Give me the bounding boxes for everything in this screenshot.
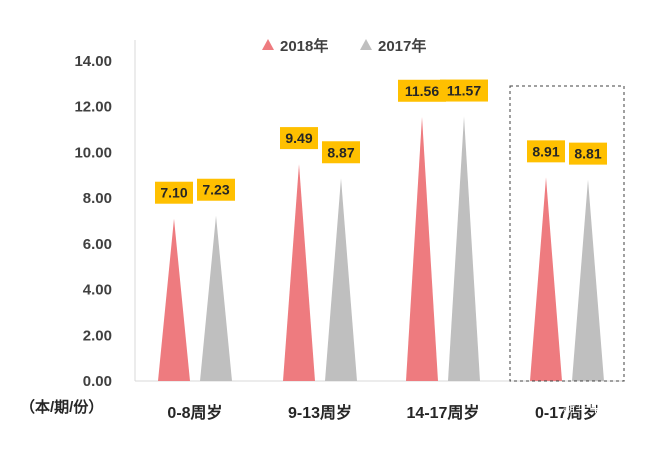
data-label-background [280, 127, 318, 150]
data-label: 8.81 [574, 146, 601, 162]
bar-triangle [448, 116, 480, 382]
data-label-background [440, 79, 488, 102]
y-tick-label: 14.00 [74, 53, 112, 70]
bar-triangle [200, 215, 232, 381]
y-tick-label: 6.00 [83, 236, 112, 253]
y-tick-label: 10.00 [74, 144, 112, 161]
data-label: 7.23 [202, 182, 229, 198]
data-label-background [197, 178, 235, 201]
bar-triangle [406, 116, 438, 382]
data-label: 9.49 [285, 130, 312, 146]
data-label: 8.87 [327, 144, 354, 160]
legend-label: 2018年 [280, 37, 328, 55]
data-label-background [322, 141, 360, 164]
y-tick-label: 8.00 [83, 190, 112, 207]
bar-triangle [283, 164, 315, 381]
bar-triangle [530, 177, 562, 381]
plot-area: 7.10 7.23 0-8周岁 9.49 8.87 9-13周岁 11.56 11.57 14-… [155, 79, 625, 422]
y-tick-label: 2.00 [83, 327, 112, 344]
x-category-label: 14-17周岁 [407, 403, 480, 422]
highlight-box [509, 85, 625, 382]
y-axis-unit-label: （本/期/份） [20, 398, 103, 416]
data-label: 7.10 [160, 185, 187, 201]
x-category-label: 0-8周岁 [167, 403, 222, 422]
bar-triangle [158, 218, 190, 381]
data-label-background [155, 181, 193, 204]
data-label-background [569, 142, 607, 165]
y-axis-ticks: 0.00 2.00 4.00 6.00 8.00 10.00 12.00 14.00 [74, 53, 112, 390]
legend-label: 2017年 [378, 37, 426, 55]
x-category-label: 0-17周岁 [535, 403, 599, 422]
legend: 2018年 2017年 [262, 37, 426, 55]
data-label-background [398, 79, 446, 102]
legend-marker [360, 39, 372, 50]
bar-triangle [572, 179, 604, 381]
y-tick-label: 12.00 [74, 99, 112, 116]
x-category-label: 9-13周岁 [288, 403, 352, 422]
data-label: 11.57 [447, 83, 481, 99]
bar-triangle [325, 178, 357, 381]
data-label: 11.56 [405, 83, 439, 99]
y-tick-label: 0.00 [83, 373, 112, 390]
legend-marker [262, 39, 274, 50]
y-tick-label: 4.00 [83, 282, 112, 299]
data-label: 8.91 [532, 143, 559, 159]
data-label-background [527, 140, 565, 163]
watermark: 新华中国 [563, 400, 615, 415]
